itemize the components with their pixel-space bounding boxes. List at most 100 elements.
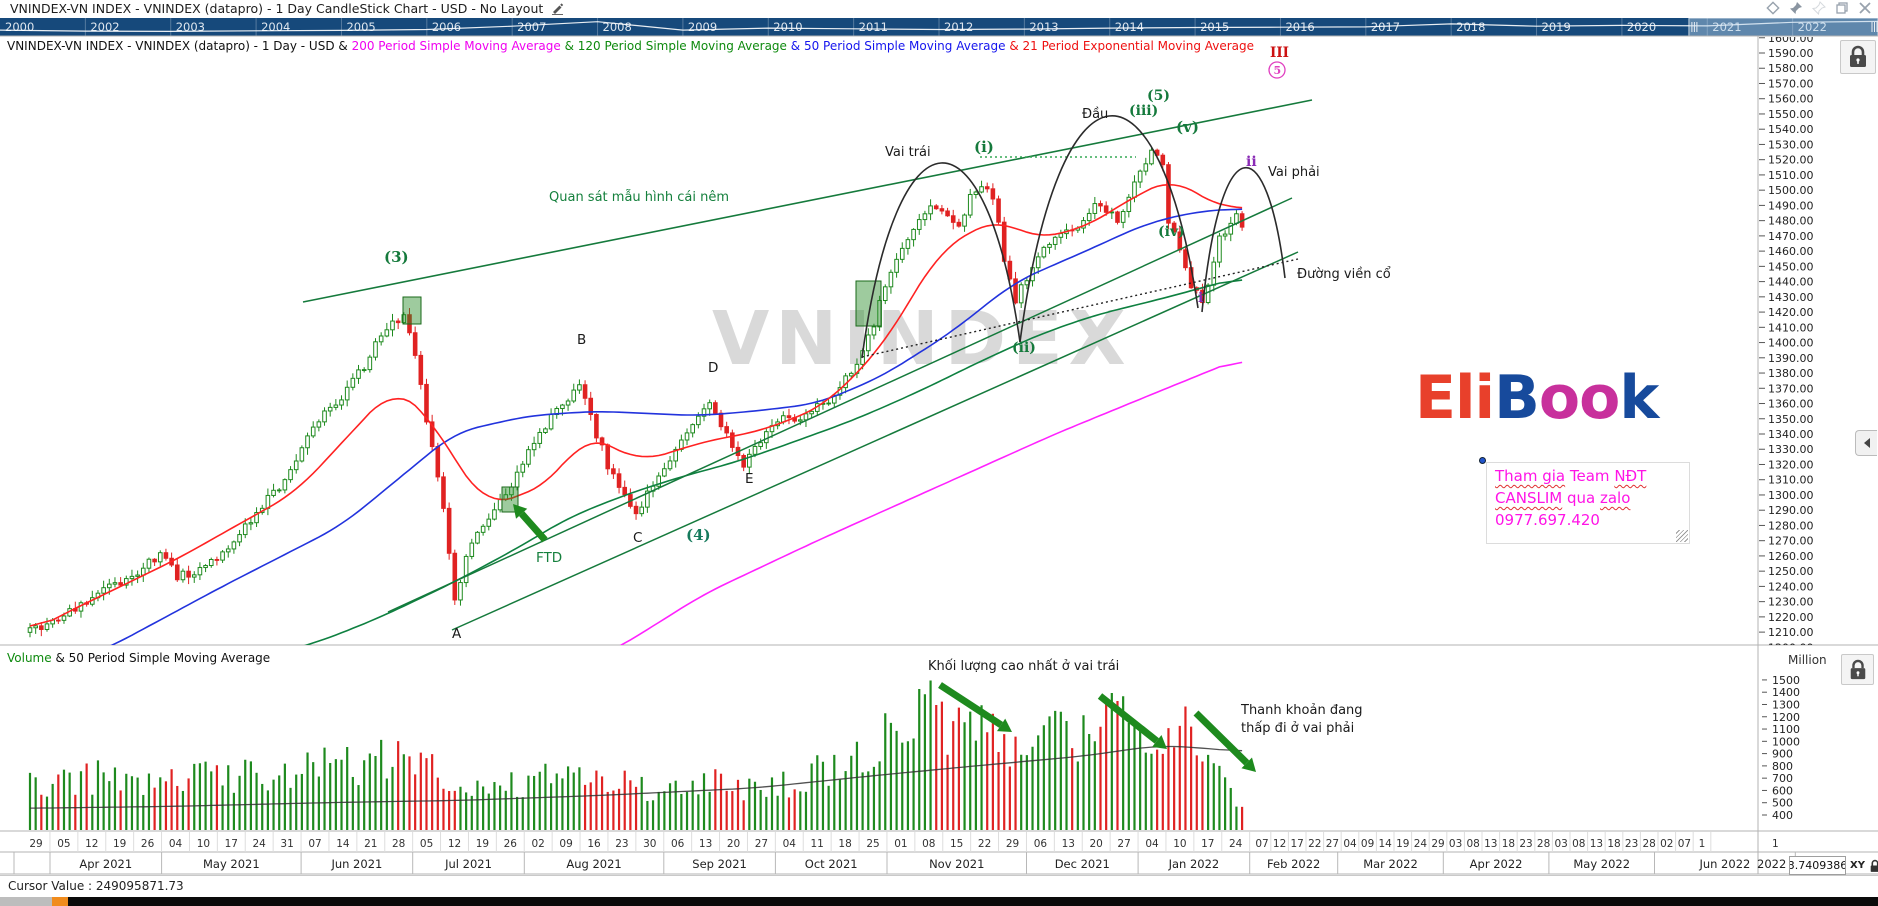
svg-text:12: 12 (1273, 838, 1286, 850)
annotation-label[interactable]: Vai phải (1268, 165, 1320, 180)
navigator-year-label[interactable]: 2014 (1115, 20, 1144, 34)
navigator-year-label[interactable]: 2004 (261, 20, 290, 34)
svg-text:07: 07 (308, 838, 321, 850)
highlight-box (402, 296, 422, 325)
navigator-year-label[interactable]: 2021 (1712, 20, 1741, 34)
svg-text:23: 23 (1519, 838, 1532, 850)
annotation-label[interactable]: C (633, 530, 642, 546)
shoulder-arc (1201, 167, 1286, 313)
taskbar-accent[interactable] (52, 897, 68, 906)
svg-text:17: 17 (225, 838, 238, 850)
annotations-layer[interactable]: Vai trái Đầu Vai phải Quan sát mẫu hình cái… (302, 45, 1391, 772)
highlight-box (855, 280, 882, 327)
navigator-year-label[interactable]: 2003 (176, 20, 205, 34)
svg-text:900: 900 (1772, 748, 1793, 761)
svg-text:04: 04 (1343, 838, 1357, 850)
axis-lock-icon[interactable] (1869, 859, 1878, 873)
annotation-label[interactable]: FTD (536, 550, 562, 566)
svg-text:19: 19 (476, 838, 489, 850)
pin-icon[interactable] (1789, 1, 1803, 15)
svg-text:Oct 2021: Oct 2021 (805, 857, 858, 871)
annotation-label[interactable]: (3) (384, 248, 409, 266)
navigator-year-label[interactable]: 2010 (773, 20, 802, 34)
resize-handle-icon[interactable] (1676, 530, 1688, 542)
annotation-label[interactable]: Đường viền cổ (1297, 267, 1391, 282)
volume-axis-lock-button[interactable] (1841, 654, 1874, 685)
svg-text:1240.00: 1240.00 (1768, 580, 1814, 593)
annotation-label[interactable]: ii (1246, 154, 1257, 170)
navigator-selection[interactable] (1688, 17, 1878, 37)
annotation-label[interactable]: i (1198, 290, 1203, 306)
navigator-year-label[interactable]: 2013 (1029, 20, 1058, 34)
annotation-label[interactable]: (iii) (1129, 103, 1158, 119)
unpin-icon[interactable] (1811, 1, 1826, 16)
restore-window-icon[interactable] (1835, 1, 1849, 15)
svg-text:20: 20 (1090, 838, 1103, 850)
axis-mode-label[interactable]: XY (1850, 860, 1865, 871)
svg-text:16: 16 (587, 838, 601, 850)
navigator-year-label[interactable]: 2011 (859, 20, 888, 34)
svg-text:1400.00: 1400.00 (1768, 337, 1814, 350)
cursor-value-text: Cursor Value : 249095871.73 (8, 879, 184, 893)
annotation-label[interactable]: (v) (1176, 118, 1199, 136)
sidebar-collapse-tab[interactable] (1855, 430, 1877, 456)
annotation-label[interactable]: (4) (686, 526, 711, 544)
annotation-label[interactable]: thấp đi ở vai phải (1241, 721, 1354, 736)
cursor-xy-value[interactable]: 3.7409386 (1789, 856, 1846, 875)
svg-text:26: 26 (141, 838, 155, 850)
annotation-label[interactable]: A (452, 626, 462, 642)
svg-text:1380.00: 1380.00 (1768, 367, 1814, 380)
edit-title-icon[interactable] (551, 2, 564, 19)
legend-segment: 50 Period Simple Moving Average (803, 39, 1006, 53)
annotation-label[interactable]: (ii) (1012, 340, 1036, 356)
navigator-year-label[interactable]: 2007 (517, 20, 546, 34)
detach-icon[interactable] (1766, 1, 1780, 15)
svg-text:1270.00: 1270.00 (1768, 535, 1814, 548)
navigator-year-label[interactable]: 2000 (5, 20, 34, 34)
navigator-year-label[interactable]: 2009 (688, 20, 717, 34)
annotation-label[interactable]: Quan sát mẫu hình cái nêm (549, 190, 729, 205)
range-navigator[interactable]: 2000 2002 2003 2004 2005 2006 2007 2008 2009 2010… (0, 17, 1878, 37)
price-axis-lock-button[interactable] (1840, 40, 1876, 74)
annotation-anchor-dot[interactable] (1479, 457, 1486, 464)
navigator-year-label[interactable]: 2012 (944, 20, 973, 34)
volume-axis[interactable]: Million 150014001300120011001000900800700… (1762, 653, 1827, 822)
date-axis[interactable]: 29 05 12 19 26 04 10 17 24 31 07 14 21 28 05 12 19 26 02 09… (13, 832, 1796, 874)
navigator-year-label[interactable]: 2002 (90, 20, 119, 34)
elibook-logo: EliBook (1415, 368, 1659, 428)
annotation-label[interactable]: (iv) (1158, 224, 1185, 240)
svg-text:1200.00: 1200.00 (1768, 641, 1814, 654)
svg-text:31: 31 (280, 838, 293, 850)
annotation-label[interactable]: Thanh khoản đang (1240, 703, 1363, 718)
lock-icon (1850, 659, 1865, 679)
navigator-year-label[interactable]: 2018 (1456, 20, 1485, 34)
annotation-label[interactable]: E (745, 471, 754, 487)
svg-text:1330.00: 1330.00 (1768, 443, 1814, 456)
shoulder-arc (861, 162, 1021, 359)
svg-text:1320.00: 1320.00 (1768, 458, 1814, 471)
svg-text:28: 28 (392, 838, 405, 850)
annotation-label[interactable]: Đầu (1082, 107, 1108, 122)
svg-text:30: 30 (643, 838, 656, 850)
annotation-label[interactable]: III (1270, 45, 1289, 61)
annotation-label[interactable]: Vai trái (885, 145, 931, 160)
watermark: VNINDEX (712, 296, 1126, 382)
annotation-label[interactable]: B (577, 332, 586, 348)
annotation-label[interactable]: Khối lượng cao nhất ở vai trái (928, 659, 1119, 674)
navigator-year-label[interactable]: 2005 (346, 20, 375, 34)
navigator-year-label[interactable]: 2019 (1542, 20, 1571, 34)
navigator-year-label[interactable]: 2006 (432, 20, 461, 34)
svg-text:06: 06 (1034, 838, 1048, 850)
price-axis[interactable]: 1600.00 1590.00 1580.00 1570.00 1560.00 1550.… (1759, 32, 1814, 655)
zalo-note-annotation[interactable]: Tham gia Team NĐT CANSLIM qua zalo 0977.69… (1479, 457, 1690, 544)
navigator-year-label[interactable]: 2017 (1371, 20, 1400, 34)
annotation-label[interactable]: D (708, 360, 718, 376)
navigator-year-label[interactable]: 2022 (1798, 20, 1827, 34)
navigator-year-label[interactable]: 2020 (1627, 20, 1656, 34)
close-icon[interactable] (1858, 1, 1872, 15)
annotation-label[interactable]: (i) (974, 138, 994, 156)
svg-text:May 2021: May 2021 (203, 857, 260, 871)
annotation-label[interactable]: (5) (1147, 88, 1170, 104)
svg-text:28: 28 (1643, 838, 1656, 850)
